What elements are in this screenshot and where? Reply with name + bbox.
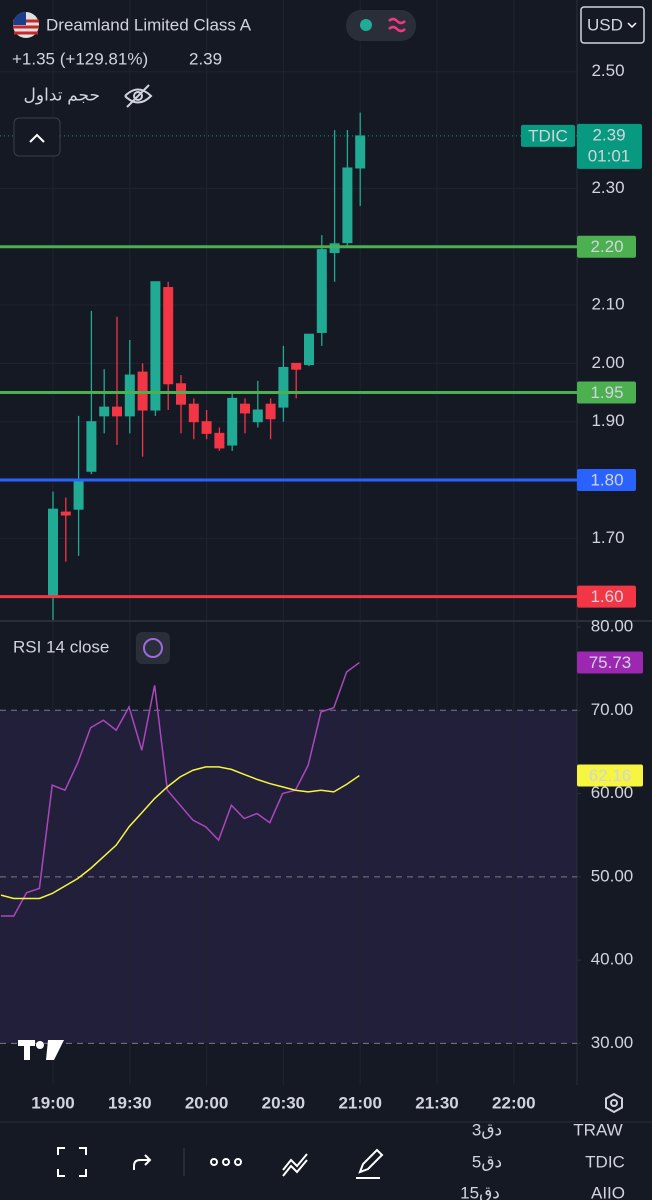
candle-body [112,406,122,417]
candle-body [252,409,263,423]
last-price-tag [577,123,642,169]
market-dot [360,19,372,31]
tv-logo [18,1040,64,1060]
level-label: 1.80 [590,471,623,490]
ghost-interval: 3دق [472,1120,502,1139]
price-change: +1.35 (+129.81%) [12,49,148,68]
y-tick-label: 1.70 [591,528,624,547]
candle-body [214,432,225,449]
y-tick-label: 40.00 [591,950,634,969]
value-label: 62.16 [589,766,632,785]
ghost-symbol: TRAW [573,1120,622,1139]
volume-label: حجم تداول [24,85,100,105]
x-tick-label: 21:00 [338,1093,381,1112]
x-tick-label: 19:30 [108,1093,151,1112]
candle-body [73,479,84,510]
candle-body [150,281,161,411]
interval-button[interactable]: 5دق [472,1152,502,1171]
collapse-button[interactable] [13,117,61,157]
level-label: 1.95 [590,383,623,402]
candle-body [99,406,110,417]
rsi-title: RSI 14 close [13,637,109,656]
level-label: 2.20 [590,237,623,256]
symbol-title: Dreamland Limited Class A [46,15,252,34]
symbol-button[interactable]: TDIC [585,1152,625,1171]
x-tick-label: 21:30 [415,1093,458,1112]
fullscreen-button[interactable] [57,1147,87,1177]
plot [0,112,577,917]
candle-body [316,249,327,333]
candle-body [265,403,276,420]
candle-body [201,421,212,434]
currency: USD [587,15,623,34]
settings-icon[interactable] [605,1092,623,1114]
x-tick-label: 19:00 [31,1093,74,1112]
value-tag [577,764,643,787]
countdown-label: 01:01 [588,146,631,165]
candle-body [304,333,314,366]
value-tag [577,651,643,674]
level-tag [577,585,636,608]
y-tick-label: 2.00 [591,353,624,372]
candle-body [48,508,58,598]
x-tick-label: 20:30 [262,1093,305,1112]
y-tick-label: 70.00 [591,700,634,719]
level-tag [577,381,636,404]
last-price-label: 2.39 [592,125,625,144]
draw-button[interactable] [356,1148,384,1179]
ghost-symbol: AIIO [591,1183,625,1200]
status-pill[interactable] [346,10,416,41]
y-tick-label: 2.30 [591,178,624,197]
ghost-interval: 15دق [460,1183,500,1200]
candle-body [240,403,250,414]
y-tick-label: 50.00 [591,866,634,885]
more-button[interactable] [210,1158,242,1166]
candle-body [86,421,97,472]
candle-body [163,287,174,385]
rsi-settings[interactable] [136,632,170,664]
delay-icon [388,17,406,33]
refresh-icon [143,638,163,658]
indicators-button[interactable] [282,1153,308,1177]
rsi-line [0,766,360,900]
candle-body [291,362,302,370]
candle-body [124,374,135,417]
candle-body [60,511,71,516]
symbol-tag-label: TDIC [528,126,568,145]
y-tick-label: 60.00 [591,783,634,802]
level-label: 1.60 [590,587,623,606]
level-tag [577,469,636,492]
candle-body [188,403,199,423]
chevron [627,22,637,29]
value-label: 75.73 [589,653,632,672]
candle-body [355,135,366,169]
candle-body [278,366,289,408]
collapse-icon [29,133,45,143]
level-tag [577,235,636,258]
share-button[interactable] [133,1154,152,1170]
eye-hidden-icon[interactable] [124,84,153,108]
y-tick-label: 30.00 [591,1033,634,1052]
symbol-tag [521,124,575,147]
x-tick-label: 22:00 [492,1093,535,1112]
y-tick-label: 2.10 [591,295,624,314]
header-price: 2.39 [189,49,222,68]
x-tick-label: 20:00 [185,1093,228,1112]
y-tick-label: 80.00 [591,616,634,635]
y-tick-label: 1.90 [591,411,624,430]
currency-button[interactable] [580,6,645,44]
y-tick-label: 2.50 [591,61,624,80]
candle-body [227,397,238,446]
flag-icon [13,12,39,38]
candle-body [342,167,353,244]
rsi-line [1,661,360,917]
